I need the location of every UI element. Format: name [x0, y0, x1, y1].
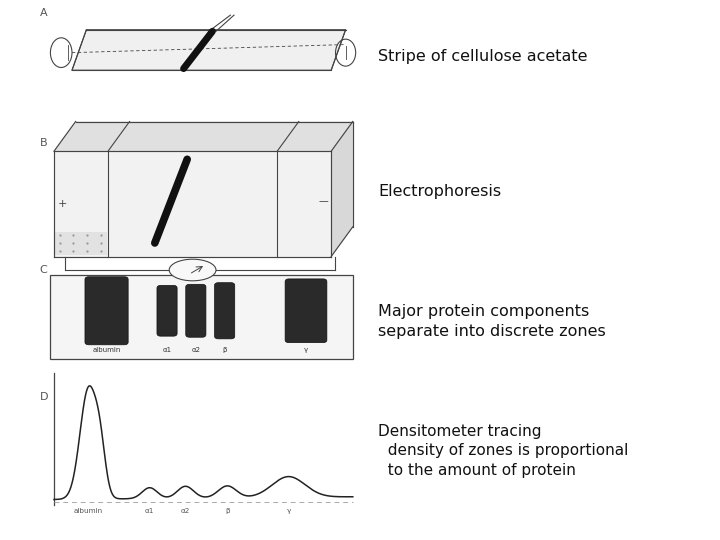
Ellipse shape [169, 259, 216, 281]
Text: γ: γ [287, 508, 291, 514]
Text: Electrophoresis: Electrophoresis [378, 184, 501, 199]
Polygon shape [72, 30, 346, 70]
Polygon shape [55, 232, 107, 255]
Polygon shape [54, 122, 353, 151]
Text: B: B [40, 138, 48, 148]
Polygon shape [331, 122, 353, 256]
Polygon shape [54, 151, 331, 256]
FancyBboxPatch shape [285, 279, 327, 342]
Text: —: — [318, 196, 328, 206]
FancyBboxPatch shape [215, 283, 235, 339]
Text: albumin: albumin [92, 347, 121, 353]
Text: Densitometer tracing
  density of zones is proportional
  to the amount of prote: Densitometer tracing density of zones is… [378, 423, 629, 478]
FancyBboxPatch shape [157, 285, 177, 336]
Bar [50, 275, 353, 359]
Text: C: C [40, 265, 48, 275]
Text: Major protein components
separate into discrete zones: Major protein components separate into d… [378, 304, 606, 339]
Text: α1: α1 [145, 508, 154, 514]
Text: α2: α2 [192, 347, 200, 353]
FancyBboxPatch shape [186, 284, 206, 337]
FancyBboxPatch shape [85, 276, 128, 345]
Text: albumin: albumin [73, 508, 103, 514]
Text: D: D [40, 392, 48, 402]
Text: β: β [225, 508, 230, 514]
Text: Stripe of cellulose acetate: Stripe of cellulose acetate [378, 49, 588, 64]
Text: +: + [58, 199, 67, 209]
Text: α1: α1 [163, 347, 171, 353]
Text: α2: α2 [181, 508, 190, 514]
Text: A: A [40, 8, 48, 18]
Text: γ: γ [304, 347, 308, 353]
Text: β: β [222, 347, 227, 353]
